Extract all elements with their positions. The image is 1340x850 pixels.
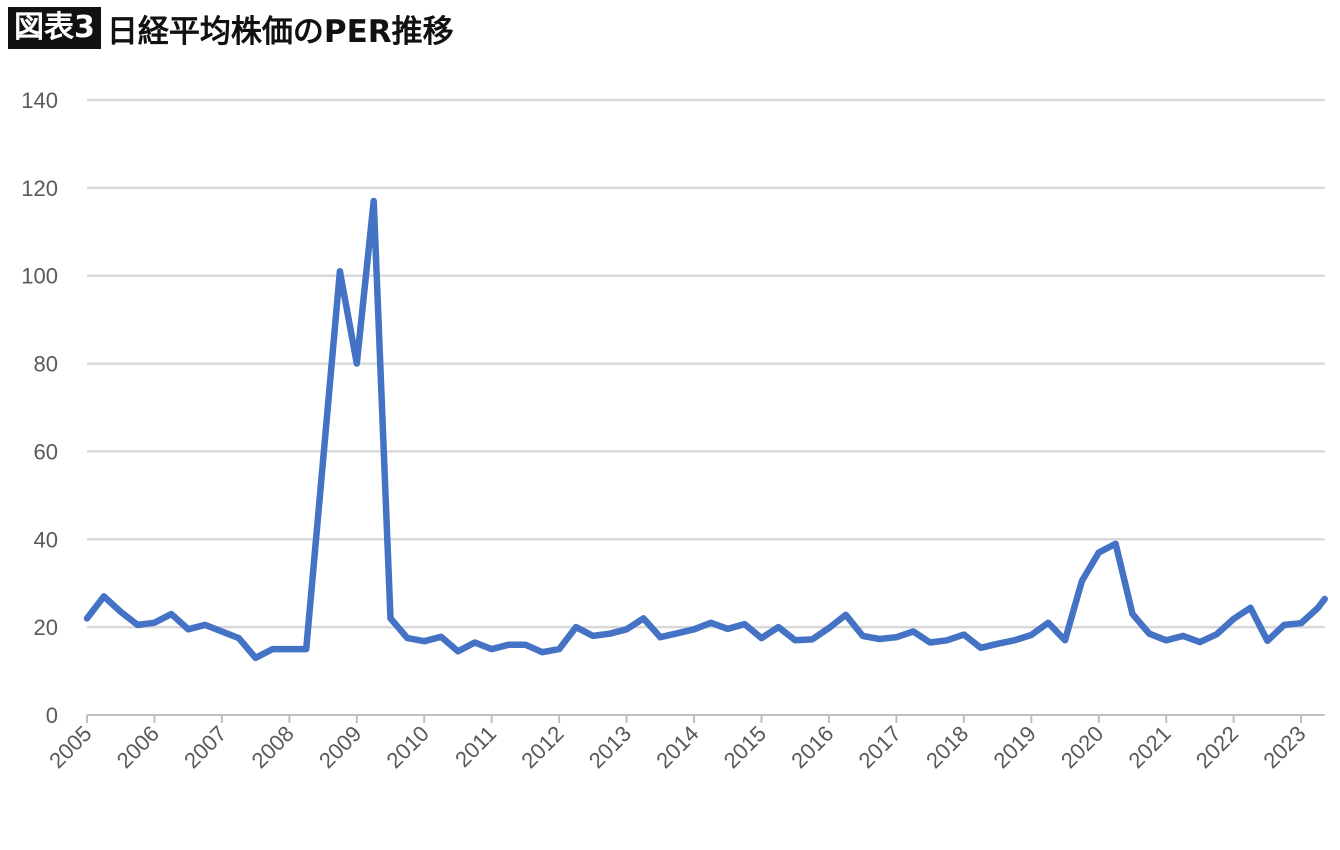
x-tick-label: 2006 <box>112 721 164 773</box>
x-tick-label: 2007 <box>179 721 231 773</box>
x-tick-label: 2014 <box>651 721 703 773</box>
y-tick-label: 140 <box>21 88 58 113</box>
x-tick-label: 2012 <box>516 721 568 773</box>
chart-title: 図表3 日経平均株価のPER推移 <box>8 6 454 50</box>
x-tick-label: 2023 <box>1258 721 1310 773</box>
y-tick-label: 100 <box>21 264 58 289</box>
y-tick-label: 80 <box>34 352 58 377</box>
x-tick-label: 2013 <box>584 721 636 773</box>
x-tick-label: 2020 <box>1056 721 1108 773</box>
chart-title-text: 日経平均株価のPER推移 <box>106 13 454 50</box>
x-tick-label: 2022 <box>1191 721 1243 773</box>
x-tick-label: 2015 <box>719 721 771 773</box>
figure-number-badge: 図表3 <box>8 7 101 49</box>
y-tick-label: 120 <box>21 176 58 201</box>
per-series-line <box>83 197 1328 662</box>
x-tick-label: 2018 <box>921 721 973 773</box>
x-tick-label: 2005 <box>44 721 96 773</box>
y-tick-label: 60 <box>34 439 58 464</box>
x-tick-label: 2016 <box>786 721 838 773</box>
x-tick-label: 2010 <box>381 721 433 773</box>
x-tick-label: 2021 <box>1123 721 1175 773</box>
x-tick-label: 2008 <box>247 721 299 773</box>
y-tick-label: 40 <box>34 527 58 552</box>
x-tick-label: 2009 <box>314 721 366 773</box>
x-tick-label: 2017 <box>854 721 906 773</box>
x-tick-label: 2019 <box>989 721 1041 773</box>
x-tick-label: 2011 <box>450 721 501 772</box>
y-tick-label: 20 <box>34 615 58 640</box>
y-tick-label: 0 <box>46 703 58 728</box>
